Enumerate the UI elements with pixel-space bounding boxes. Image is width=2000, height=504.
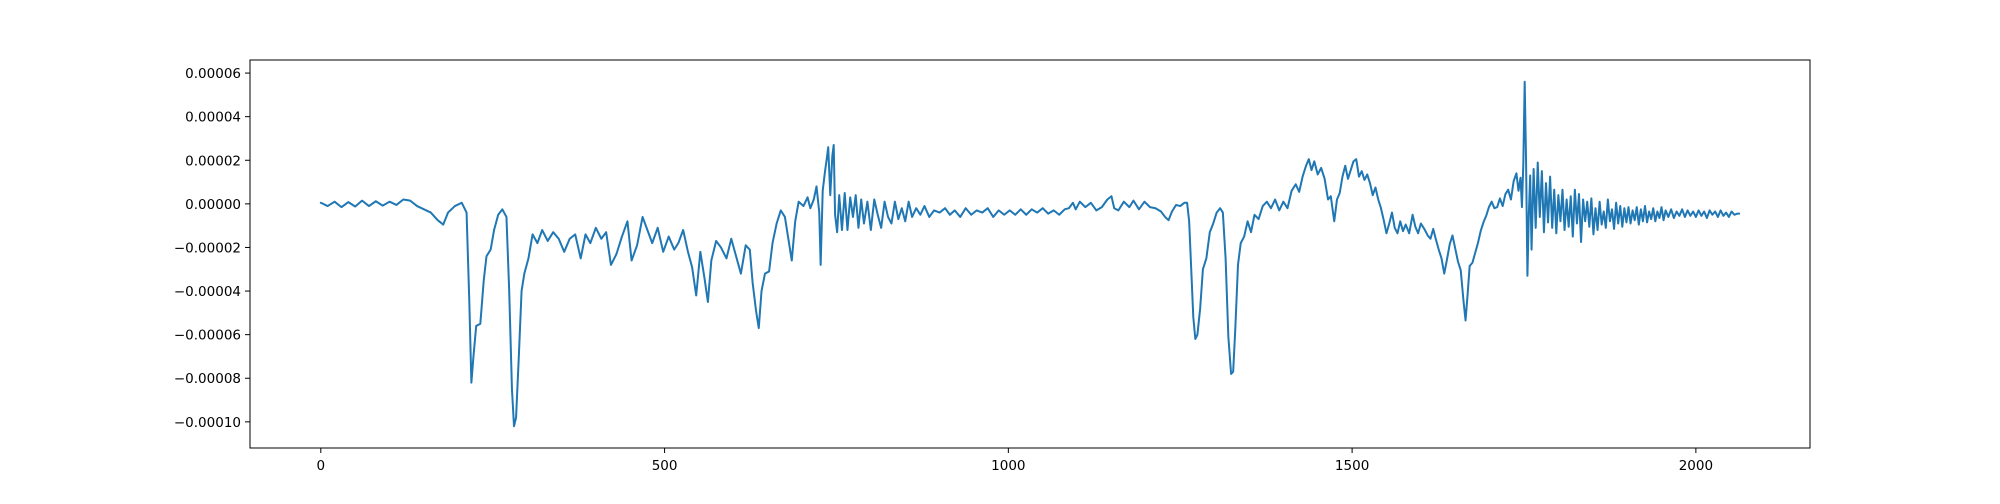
y-tick-label: 0.00002 (185, 153, 241, 169)
x-tick-label: 2000 (1679, 458, 1713, 474)
y-tick-label: 0.00004 (185, 110, 241, 126)
x-tick-label: 1000 (991, 458, 1025, 474)
y-tick-label: −0.00006 (174, 328, 241, 344)
plot-area-frame (249, 59, 1811, 449)
x-tick-label: 0 (317, 458, 326, 474)
x-tick-label: 1500 (1335, 458, 1369, 474)
x-tick-label: 500 (652, 458, 678, 474)
y-tick-label: 0.00000 (185, 197, 241, 213)
y-axis: −0.00010 −0.00008 −0.00006 −0.00004 −0.00002… (174, 66, 250, 431)
y-tick-label: 0.00006 (185, 66, 241, 82)
y-tick-label: −0.00004 (174, 284, 241, 300)
y-tick-label: −0.00002 (174, 240, 241, 256)
y-tick-label: −0.00010 (174, 415, 241, 431)
x-axis: 0 500 1000 1500 2000 (317, 448, 1713, 474)
y-tick-label: −0.00008 (174, 371, 241, 387)
series-line-0 (319, 80, 1741, 428)
series-layer (319, 80, 1741, 428)
